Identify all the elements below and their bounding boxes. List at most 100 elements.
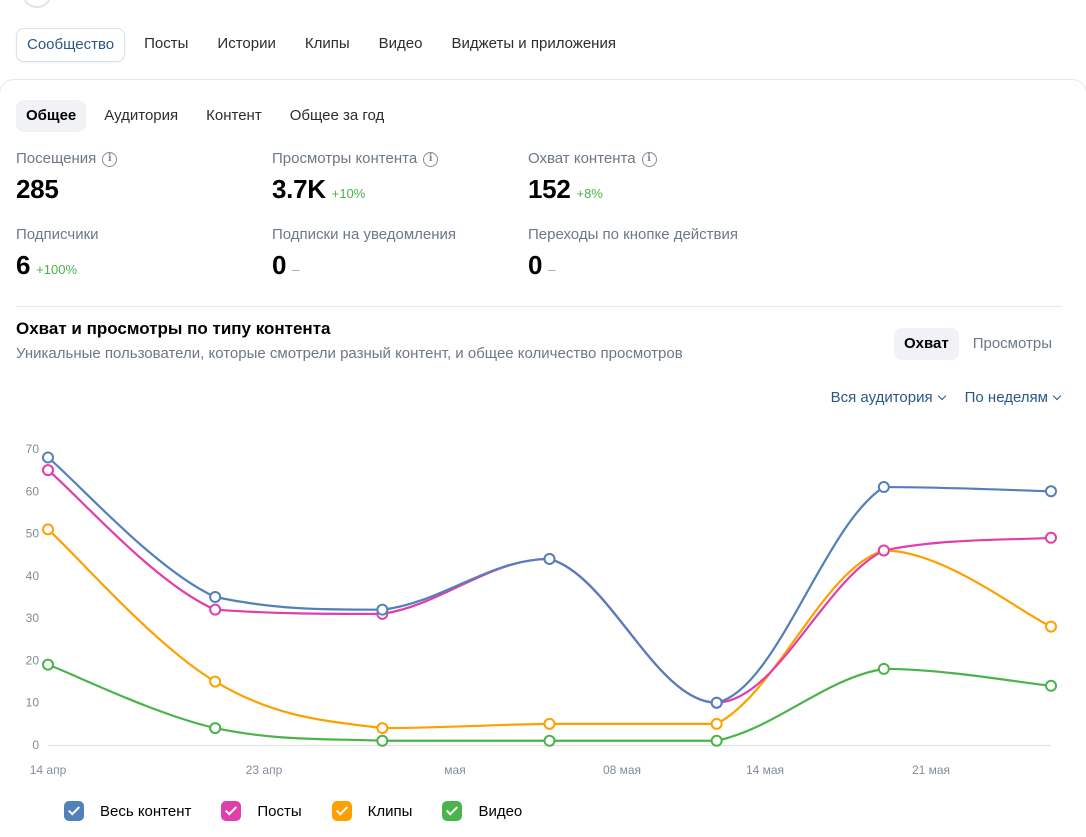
- x-tick-label: 23 апр: [246, 763, 283, 777]
- series-line: [46, 456, 1053, 704]
- subtab-content[interactable]: Контент: [206, 107, 262, 124]
- tab-community[interactable]: Сообщество: [16, 28, 126, 62]
- reach-views-toggle: Охват Просмотры: [890, 328, 1062, 360]
- data-point[interactable]: [877, 662, 890, 675]
- metric-label: Подписчики: [16, 226, 99, 243]
- x-tick-label: 08 мая: [603, 763, 641, 777]
- subtab-audience[interactable]: Аудитория: [104, 107, 179, 124]
- metric-value: 6: [16, 250, 31, 280]
- data-point[interactable]: [1045, 679, 1057, 692]
- avatar[interactable]: [22, 0, 52, 8]
- audience-dropdown-label: Вся аудитория: [830, 389, 933, 406]
- x-tick-label: мая: [444, 763, 465, 777]
- divider: [16, 306, 1062, 307]
- data-point[interactable]: [710, 717, 723, 730]
- metric-value: 3.7K: [272, 174, 326, 204]
- y-tick-label: 0: [32, 738, 39, 752]
- metric-delta: –: [548, 262, 556, 277]
- metric-subscribers: Подписчики 6 +100%: [16, 226, 99, 280]
- x-tick-label: 14 мая: [746, 763, 784, 777]
- data-point[interactable]: [42, 658, 54, 671]
- data-point[interactable]: [877, 544, 890, 557]
- legend-label: Видео: [478, 802, 523, 820]
- metric-visits: Посещения i 285: [16, 150, 118, 204]
- metric-content-views: Просмотры контента i 3.7K +10%: [272, 150, 439, 204]
- data-point[interactable]: [710, 696, 723, 709]
- tab-posts[interactable]: Посты: [144, 35, 189, 52]
- legend-label: Весь контент: [100, 802, 192, 820]
- data-point[interactable]: [543, 734, 556, 747]
- data-point[interactable]: [710, 734, 723, 747]
- checkbox-icon: [331, 801, 352, 821]
- period-dropdown-label: По неделям: [964, 389, 1048, 406]
- data-point[interactable]: [42, 523, 54, 536]
- metric-notification-subscriptions: Подписки на уведомления 0 –: [272, 226, 456, 280]
- tab-stories[interactable]: Истории: [217, 35, 276, 52]
- reach-button[interactable]: Охват: [893, 328, 959, 360]
- legend-item-all[interactable]: Весь контент: [64, 801, 191, 821]
- metric-value: 0: [272, 250, 287, 280]
- info-icon[interactable]: i: [102, 151, 118, 167]
- audience-dropdown[interactable]: Вся аудитория: [830, 389, 946, 406]
- chart-subtitle: Уникальные пользователи, которые смотрел…: [16, 345, 683, 362]
- tab-clips[interactable]: Клипы: [304, 35, 350, 52]
- checkbox-icon: [221, 801, 242, 821]
- legend-item-clips[interactable]: Клипы: [331, 801, 413, 821]
- period-dropdown[interactable]: По неделям: [964, 389, 1062, 406]
- y-tick-label: 40: [26, 569, 40, 583]
- checkbox-icon: [64, 801, 84, 821]
- metric-value: 0: [528, 250, 543, 280]
- metric-delta: +8%: [576, 186, 603, 201]
- data-point[interactable]: [209, 722, 222, 735]
- views-button[interactable]: Просмотры: [972, 335, 1052, 352]
- y-tick-label: 10: [26, 696, 40, 710]
- data-point[interactable]: [209, 591, 222, 603]
- legend-label: Клипы: [367, 802, 413, 820]
- metric-label: Просмотры контента: [272, 150, 418, 167]
- chart-title: Охват и просмотры по типу контента: [16, 319, 331, 338]
- x-tick-label: 21 мая: [912, 763, 950, 777]
- data-point[interactable]: [376, 734, 389, 747]
- metric-label: Переходы по кнопке действия: [528, 226, 739, 243]
- legend-item-posts[interactable]: Посты: [221, 801, 302, 821]
- data-point[interactable]: [376, 603, 389, 616]
- metric-value: 152: [528, 174, 571, 204]
- info-icon[interactable]: i: [641, 151, 657, 167]
- chart-legend: Весь контент Посты Клипы Видео: [64, 801, 552, 821]
- metric-action-button-clicks: Переходы по кнопке действия 0 –: [528, 226, 738, 280]
- metric-content-reach: Охват контента i 152 +8%: [528, 150, 657, 204]
- data-point[interactable]: [376, 722, 389, 735]
- stats-section-tabs: Сообщество Посты Истории Клипы Видео Вид…: [16, 28, 635, 62]
- stats-card: Общее Аудитория Контент Общее за год Пос…: [0, 80, 1086, 837]
- subtab-year-overview[interactable]: Общее за год: [289, 107, 385, 124]
- y-tick-label: 50: [26, 527, 40, 541]
- checkbox-icon: [442, 801, 463, 821]
- y-tick-label: 70: [26, 442, 40, 456]
- y-tick-label: 60: [26, 484, 40, 498]
- chart-filters: Вся аудитория По неделям: [830, 389, 1062, 406]
- data-point[interactable]: [209, 675, 222, 688]
- reach-line-chart: 0 10 20 30 40 50 60 70 14 апр 23 апр мая 08 мая 14 м…: [26, 442, 1057, 777]
- y-tick-label: 20: [26, 653, 40, 667]
- info-icon[interactable]: i: [423, 151, 439, 167]
- data-point[interactable]: [543, 717, 556, 730]
- legend-label: Посты: [257, 802, 302, 820]
- data-point[interactable]: [1045, 485, 1057, 498]
- data-point[interactable]: [543, 552, 556, 565]
- tab-widgets-apps[interactable]: Виджеты и приложения: [451, 35, 616, 52]
- metric-delta: +100%: [36, 262, 78, 277]
- y-tick-label: 30: [26, 611, 40, 625]
- metric-label: Посещения: [16, 150, 97, 167]
- metric-delta: –: [292, 262, 300, 277]
- data-point[interactable]: [42, 451, 54, 464]
- data-point[interactable]: [1045, 620, 1057, 633]
- metric-delta: +10%: [331, 186, 366, 201]
- stats-sub-tabs: Общее Аудитория Контент Общее за год: [16, 100, 402, 132]
- legend-item-video[interactable]: Видео: [442, 801, 522, 821]
- data-point[interactable]: [877, 481, 890, 494]
- data-point[interactable]: [42, 464, 54, 477]
- data-point[interactable]: [209, 603, 222, 616]
- subtab-general[interactable]: Общее: [16, 100, 87, 132]
- tab-video[interactable]: Видео: [378, 35, 423, 52]
- data-point[interactable]: [1045, 531, 1057, 544]
